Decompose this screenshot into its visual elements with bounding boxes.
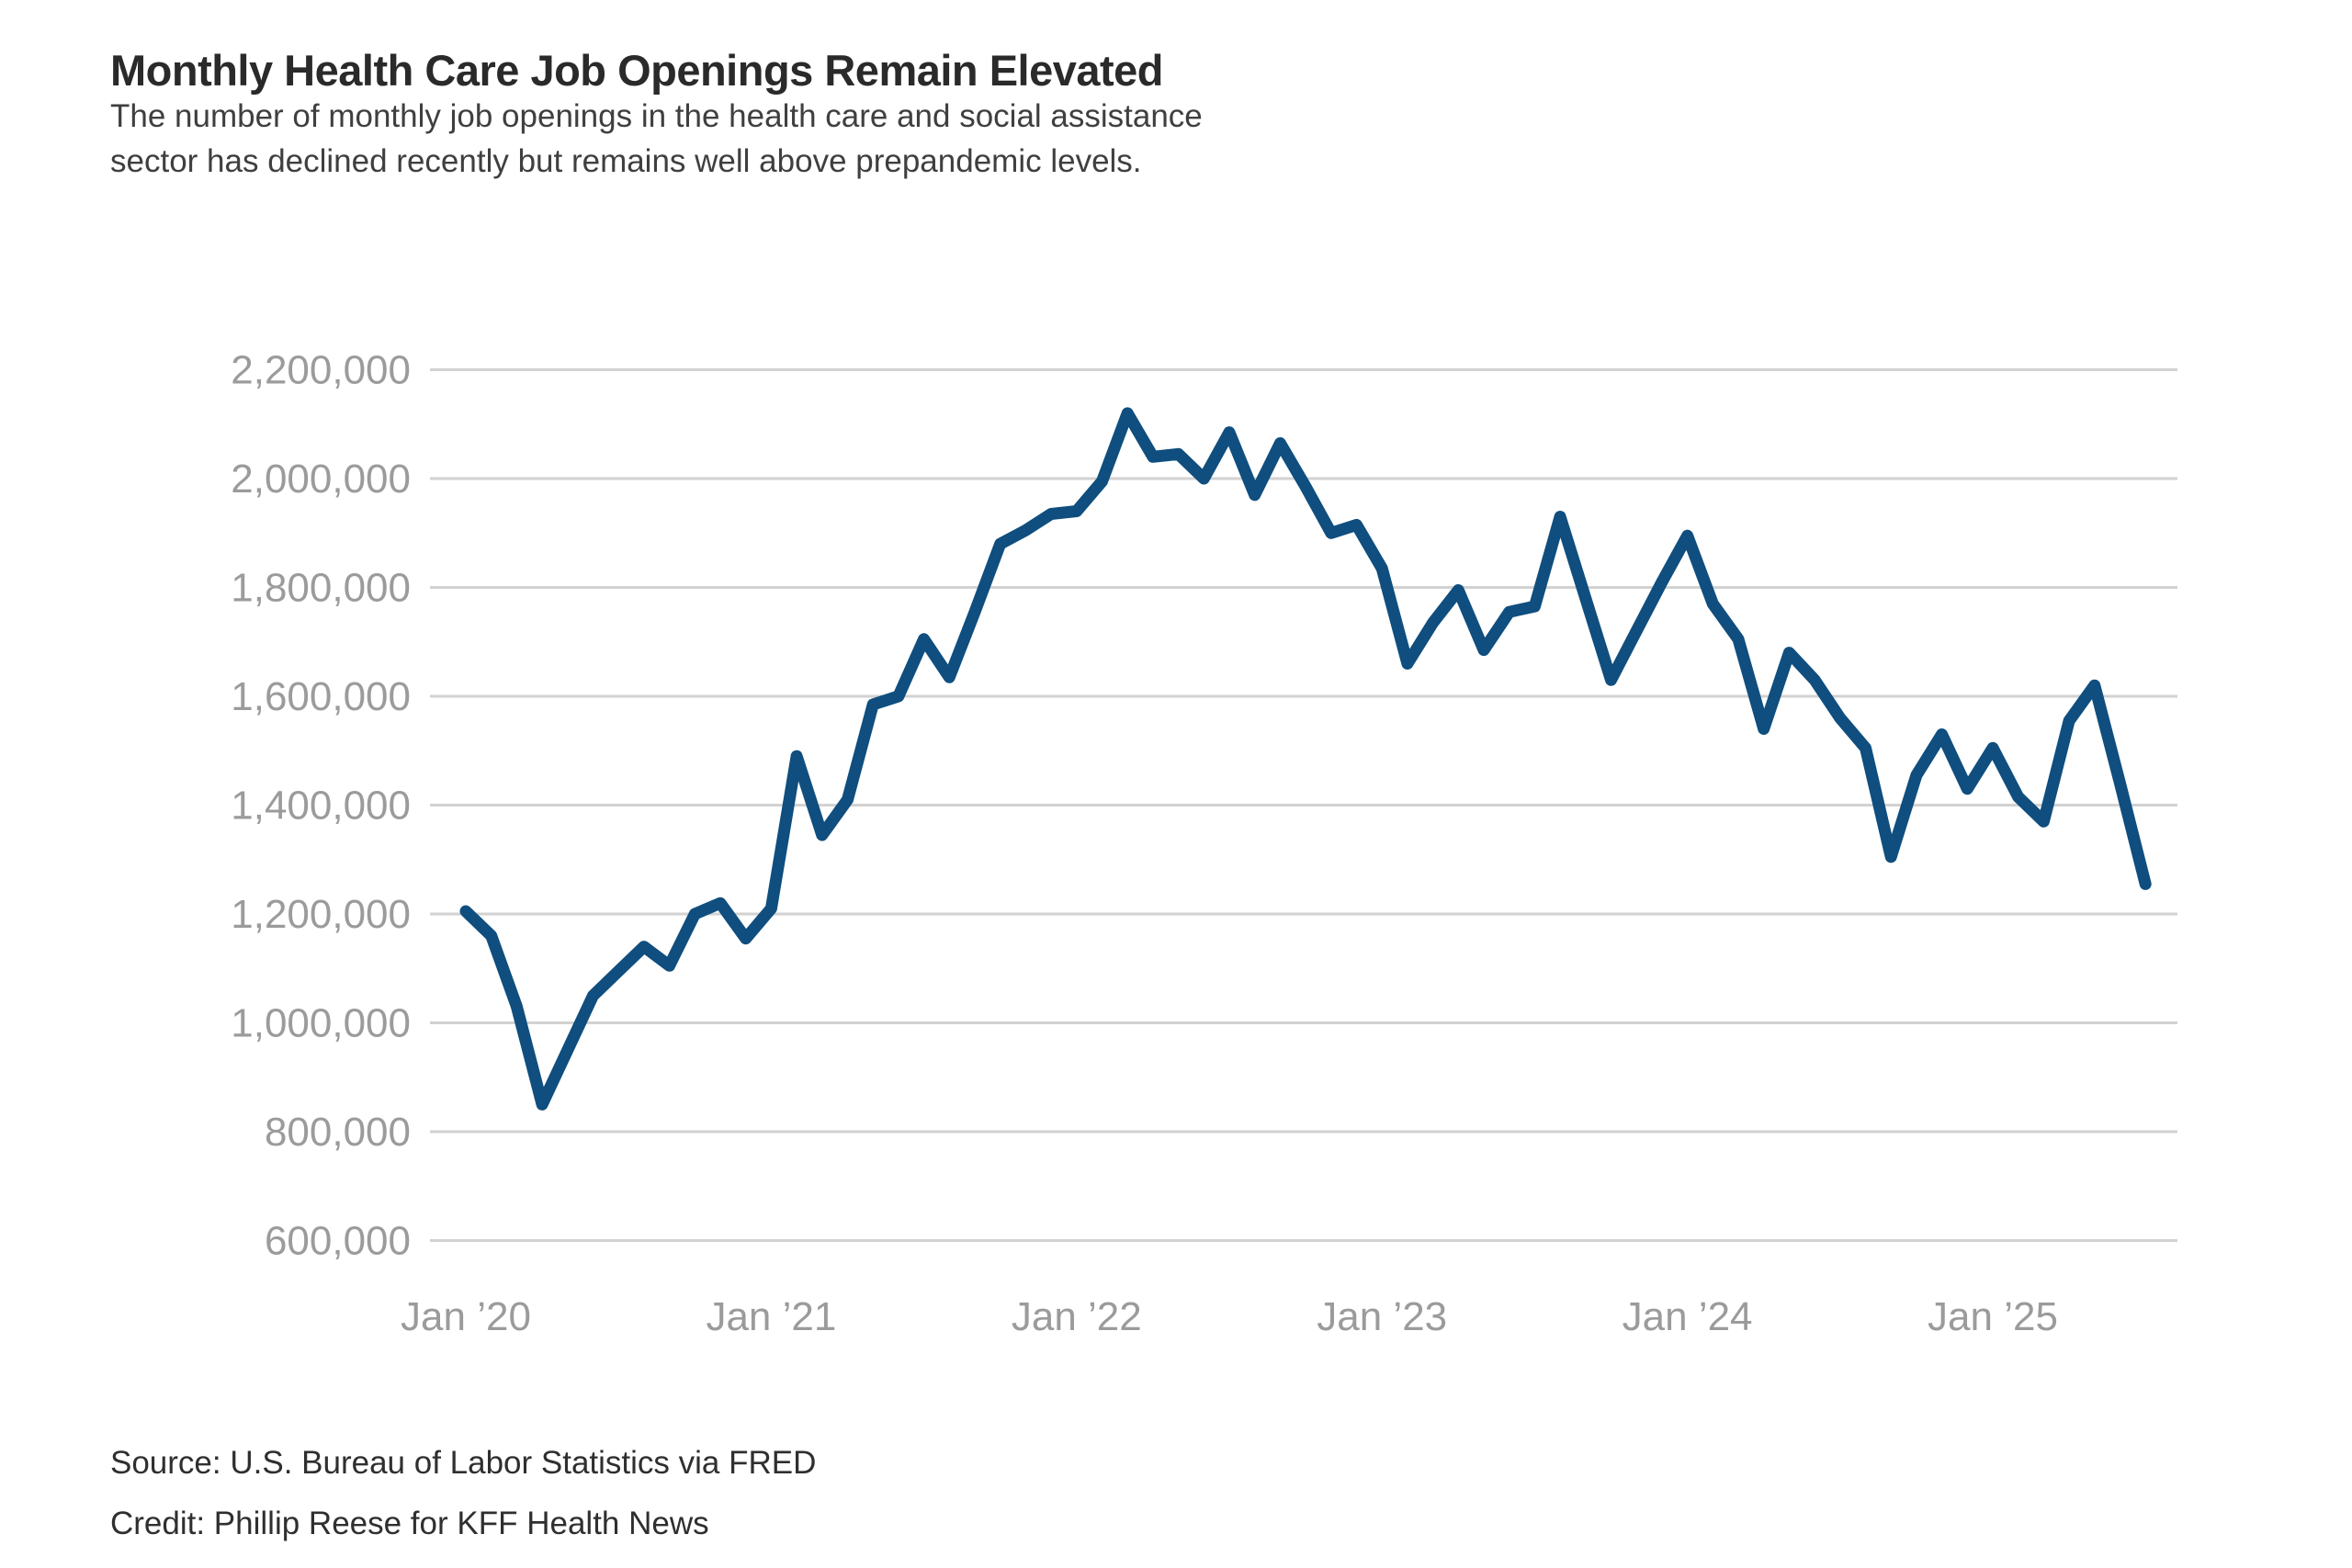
x-tick-label: Jan ’22: [1012, 1294, 1142, 1339]
subtitle-line-1: The number of monthly job openings in th…: [110, 98, 1203, 134]
chart-subtitle: The number of monthly job openings in th…: [110, 94, 1203, 184]
x-tick-label: Jan ’21: [706, 1294, 836, 1339]
gridlines: [430, 368, 2177, 1242]
x-tick-label: Jan ’24: [1623, 1294, 1753, 1339]
chart-footer: Source: U.S. Bureau of Labor Statistics …: [110, 1433, 816, 1554]
subtitle-line-2: sector has declined recently but remains…: [110, 143, 1142, 179]
source-note: Source: U.S. Bureau of Labor Statistics …: [110, 1445, 817, 1481]
x-tick-label: Jan ’23: [1317, 1294, 1447, 1339]
y-tick-label: 1,600,000: [231, 674, 411, 719]
y-tick-label: 800,000: [265, 1110, 411, 1155]
page-title: Monthly Health Care Job Openings Remain …: [110, 46, 1164, 96]
y-tick-label: 1,800,000: [231, 566, 411, 611]
y-tick-label: 600,000: [265, 1219, 411, 1264]
x-tick-label: Jan ’25: [1928, 1294, 2058, 1339]
x-tick-label: Jan ’20: [401, 1294, 531, 1339]
y-tick-label: 1,000,000: [231, 1001, 411, 1046]
x-axis-tick-labels: Jan ’20 Jan ’21 Jan ’22 Jan ’23 Jan ’24 Jan ’…: [401, 1294, 2058, 1339]
data-series: [459, 407, 2152, 1111]
y-tick-label: 1,400,000: [231, 784, 411, 829]
credit-note: Credit: Phillip Reese for KFF Health New…: [110, 1506, 709, 1541]
job-openings-line: [459, 407, 2152, 1111]
y-tick-label: 2,200,000: [231, 348, 411, 393]
y-tick-label: 1,200,000: [231, 892, 411, 937]
y-tick-label: 2,000,000: [231, 457, 411, 502]
y-axis-tick-labels: 2,200,000 2,000,000 1,800,000 1,600,000 1,40…: [231, 348, 411, 1264]
